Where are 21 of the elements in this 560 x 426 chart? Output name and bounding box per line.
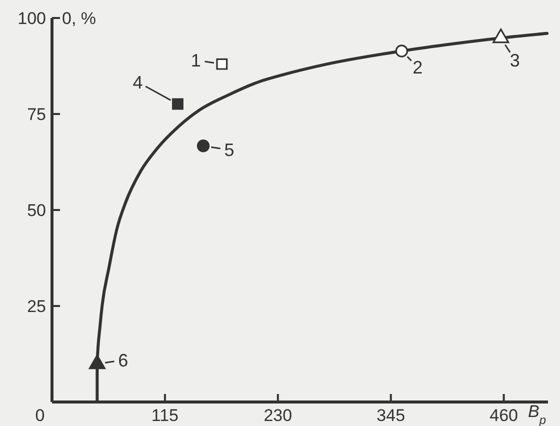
- y-tick-label: 25: [27, 296, 46, 316]
- annotation: 1: [190, 50, 201, 70]
- y-axis-title: 0, %: [62, 9, 96, 28]
- y-tick-label: 100: [18, 8, 46, 28]
- x-tick-label: 345: [376, 406, 406, 425]
- y-tick-label: 75: [27, 104, 46, 124]
- point: [395, 44, 408, 58]
- x-tick-label: 230: [264, 406, 292, 425]
- point: [216, 58, 228, 70]
- annotation: 2: [412, 57, 423, 78]
- annotation: 5: [224, 140, 234, 160]
- x-tick-label: 0: [35, 406, 45, 425]
- x-tick-label: 460: [490, 406, 518, 425]
- y-tick-label: 50: [27, 200, 46, 220]
- annotation: 4: [132, 72, 143, 92]
- annotation: 6: [118, 350, 128, 370]
- x-tick-label: 115: [151, 406, 179, 425]
- annotation: 3: [510, 50, 520, 70]
- point: [196, 140, 210, 152]
- point: [172, 98, 184, 110]
- point: [88, 354, 106, 370]
